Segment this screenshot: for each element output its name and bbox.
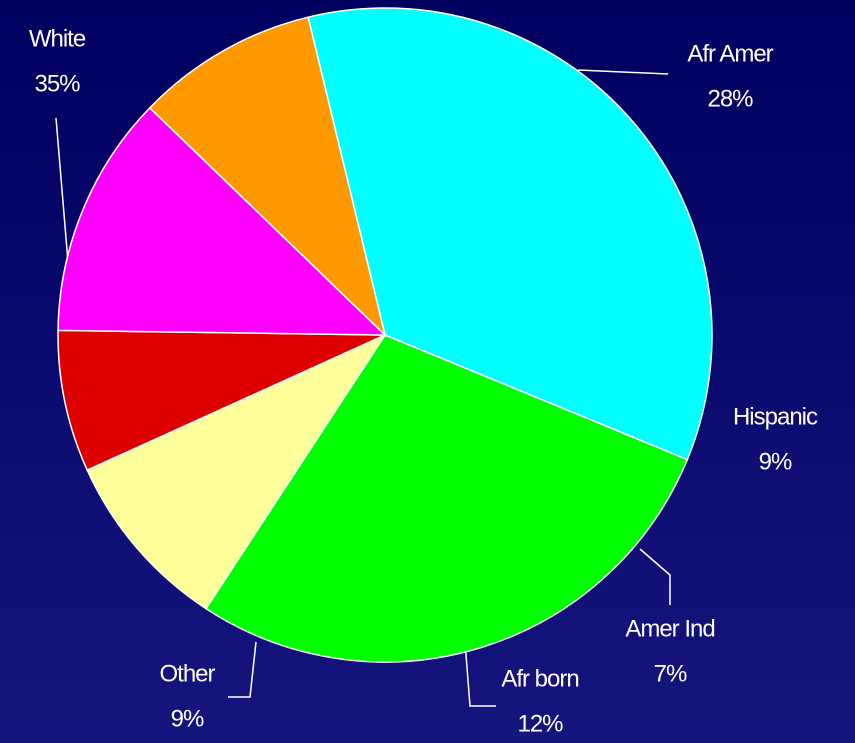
pie-slice (86, 333, 388, 610)
slice-label: Amer Ind (625, 615, 714, 642)
slice-label: Afr Amer (687, 40, 773, 67)
slice-label: Hispanic (733, 403, 818, 430)
value-label: 28% (707, 85, 753, 112)
pie-slice (148, 16, 387, 338)
slice-label: Afr born (501, 665, 578, 692)
leader-line (55, 117, 69, 263)
pie-slice (307, 7, 713, 461)
pie-slice (204, 334, 689, 663)
slice-label: Other (159, 660, 215, 687)
value-label: 7% (654, 660, 687, 687)
value-label: 35% (34, 70, 80, 97)
slice-label: White (29, 25, 86, 52)
value-label: 9% (759, 448, 792, 475)
value-label: 12% (517, 710, 563, 737)
leader-lines (55, 69, 671, 707)
pie-slice (57, 106, 387, 336)
leader-line (464, 641, 496, 707)
leader-line (577, 69, 669, 75)
leader-line (639, 548, 671, 605)
value-label: 9% (171, 705, 204, 732)
pie-slice (57, 329, 386, 472)
leader-line (228, 641, 257, 698)
